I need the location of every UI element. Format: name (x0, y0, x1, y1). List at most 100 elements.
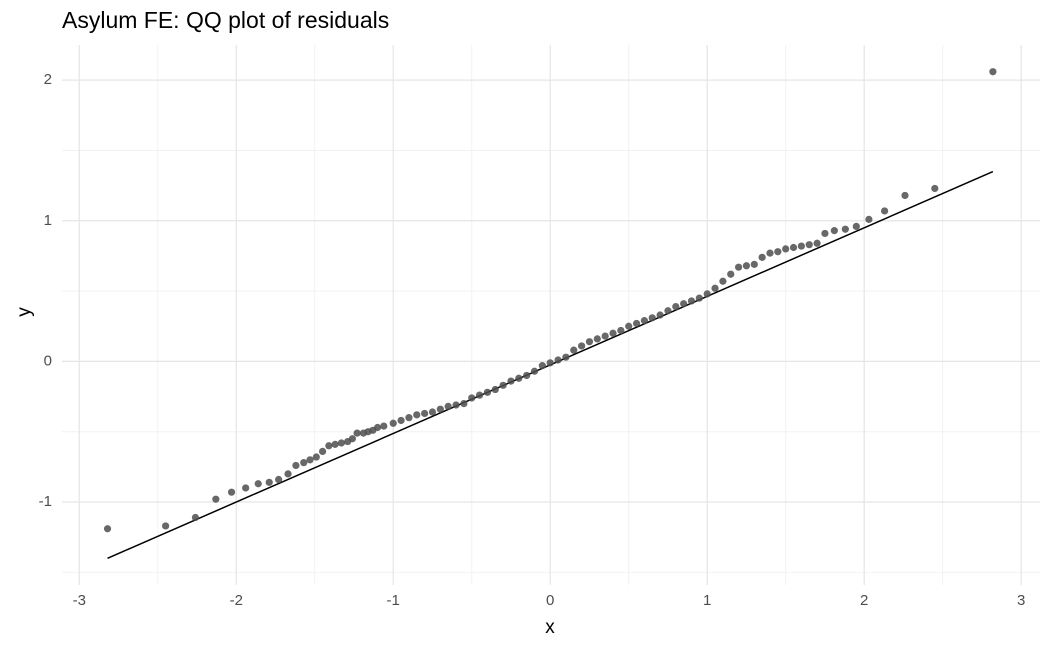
point (515, 374, 523, 382)
point (530, 367, 539, 375)
point (719, 277, 727, 285)
point (687, 297, 696, 305)
point (460, 399, 468, 408)
point (275, 475, 283, 484)
y-axis-title: y (14, 307, 35, 317)
point (452, 401, 460, 409)
point (562, 353, 570, 361)
point (742, 262, 751, 270)
point (436, 405, 444, 413)
point (734, 263, 743, 271)
x-axis-title: x (545, 617, 555, 638)
point (640, 317, 649, 325)
point (538, 362, 546, 370)
point (703, 290, 711, 298)
point (672, 302, 680, 311)
point (265, 478, 273, 486)
y-tick-label: -1 (39, 493, 52, 510)
point (830, 227, 838, 235)
point (491, 385, 499, 394)
point (191, 513, 200, 522)
point (821, 229, 829, 238)
point (813, 239, 821, 247)
point (656, 311, 664, 319)
point (162, 522, 170, 530)
point (397, 416, 405, 425)
x-tick-label: -2 (230, 592, 243, 609)
point (318, 447, 327, 456)
x-tick-label: 0 (546, 592, 554, 609)
y-tick-label: 0 (44, 352, 52, 369)
point (931, 184, 939, 193)
point (546, 359, 554, 367)
point (648, 314, 656, 322)
point (212, 495, 220, 503)
point (901, 191, 909, 200)
point (570, 346, 578, 354)
point (389, 419, 397, 427)
point (499, 381, 507, 389)
x-tick-label: 1 (703, 592, 711, 609)
point (578, 342, 586, 350)
point (774, 248, 782, 256)
point (852, 222, 860, 231)
point (331, 440, 339, 448)
point (428, 408, 437, 416)
point (664, 307, 672, 315)
point (841, 225, 849, 233)
point (797, 242, 805, 250)
chart-title: Asylum FE: QQ plot of residuals (62, 7, 389, 33)
point (989, 68, 997, 76)
point (680, 300, 688, 308)
point (880, 207, 889, 215)
point (380, 422, 388, 430)
point (373, 423, 382, 432)
point (292, 461, 300, 470)
point (609, 329, 617, 337)
point (554, 356, 562, 364)
point (325, 442, 333, 450)
point (405, 414, 413, 422)
point (312, 453, 320, 461)
x-tick-label: -3 (73, 592, 86, 609)
point (421, 409, 429, 418)
point (750, 260, 758, 268)
x-tick-label: 3 (1017, 592, 1025, 609)
point (306, 456, 314, 464)
point (617, 326, 625, 335)
x-tick-label: 2 (860, 592, 868, 609)
point (468, 394, 476, 402)
point (593, 335, 601, 343)
point (625, 322, 633, 330)
point (284, 470, 292, 478)
x-tick-label: -1 (387, 592, 400, 609)
point (413, 411, 421, 419)
point (523, 371, 531, 380)
point (444, 402, 452, 411)
point (585, 338, 594, 346)
point (337, 439, 346, 447)
point (242, 484, 250, 492)
point (475, 391, 484, 399)
point (483, 388, 492, 396)
point (227, 488, 236, 496)
point (805, 241, 813, 249)
point (711, 284, 719, 292)
point (782, 245, 790, 253)
point (766, 249, 774, 257)
point (353, 429, 361, 437)
point (789, 243, 798, 252)
point (727, 270, 735, 278)
point (758, 253, 766, 261)
point (695, 294, 703, 302)
point (348, 435, 357, 443)
point (601, 332, 609, 340)
point (507, 377, 515, 385)
point (865, 215, 873, 223)
y-tick-label: 1 (44, 212, 52, 229)
y-tick-label: 2 (44, 71, 52, 88)
point (300, 459, 308, 467)
point (103, 525, 112, 533)
point (254, 480, 262, 488)
